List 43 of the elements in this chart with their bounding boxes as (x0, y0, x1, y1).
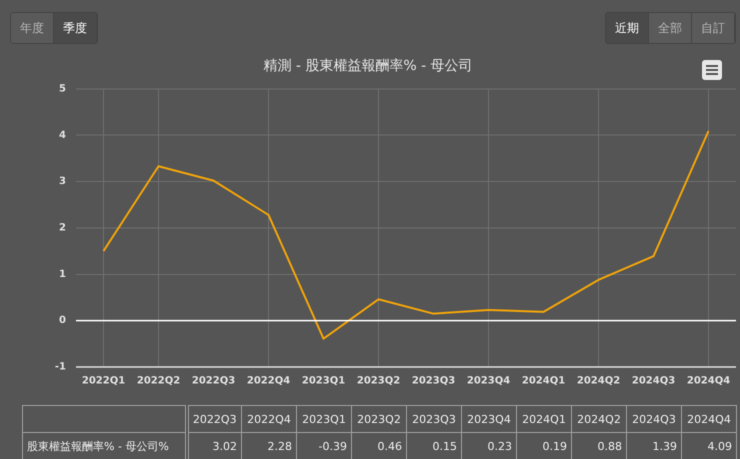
y-tick-label: 2 (59, 222, 66, 234)
category-label: 2023Q3 (412, 412, 456, 426)
category-label: 2022Q3 (192, 412, 237, 426)
period-toggle: 年度 季度 (10, 12, 98, 44)
data-label: 1.39 (626, 432, 682, 459)
y-tick-label: 3 (59, 176, 66, 188)
data-label: 0.23 (462, 432, 516, 459)
range-toggle: 近期 全部 自訂 (605, 12, 736, 44)
category-label: 2024Q1 (522, 412, 566, 426)
x-tick-label: 2022Q2 (136, 376, 180, 387)
y-tick-label: -1 (54, 362, 66, 373)
category-label: 2023Q1 (302, 412, 346, 426)
x-tick-label: 2023Q1 (302, 376, 346, 387)
x-tick-label: 2024Q4 (686, 376, 730, 387)
category-label: 2024Q3 (632, 412, 676, 426)
y-tick-label: 0 (59, 315, 66, 326)
data-label: 3.02 (186, 432, 242, 459)
data-label: 0.15 (406, 432, 462, 459)
data-label: 4.09 (682, 432, 736, 459)
x-tick-label: 2024Q2 (576, 376, 620, 387)
data-label: 2.28 (242, 432, 296, 459)
x-tick-label: 2023Q4 (466, 376, 510, 387)
category-label: 2023Q2 (357, 412, 401, 426)
category-label: 2023Q4 (467, 412, 511, 426)
text: 股東權益報酬率% - 母公司% (22, 432, 186, 459)
data-label: -0.39 (296, 432, 352, 459)
x-tick-label: 2023Q2 (356, 376, 400, 387)
x-tick-label: 2022Q1 (82, 376, 126, 387)
y-tick-label: 4 (59, 130, 66, 141)
category-label: 2022Q4 (247, 412, 291, 426)
x-tick-label: 2022Q4 (246, 376, 290, 387)
x-tick-label: 2023Q3 (412, 376, 456, 387)
category-label: 2024Q4 (687, 412, 731, 426)
chart-title: 精測 - 股東權益報酬率% - 母公司 (263, 58, 473, 74)
y-tick-label: 5 (59, 83, 66, 94)
x-tick-label: 2024Q1 (522, 376, 566, 387)
data-label: 0.19 (516, 432, 572, 459)
x-tick-label: 2024Q3 (632, 376, 676, 387)
y-tick-label: 1 (59, 268, 66, 280)
x-tick-label: 2022Q3 (192, 376, 236, 387)
data-label: 0.88 (572, 432, 626, 459)
data-label: 0.46 (352, 432, 406, 459)
category-label: 2024Q2 (577, 412, 621, 426)
